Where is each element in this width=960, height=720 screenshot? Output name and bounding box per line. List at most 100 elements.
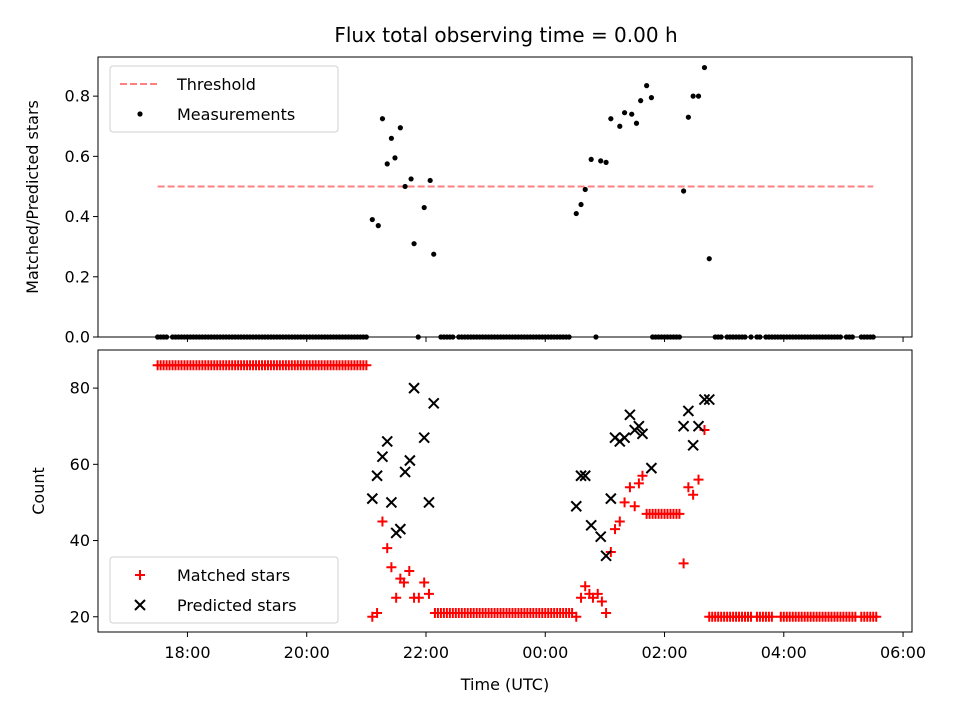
measurement-point: [588, 156, 594, 162]
measurement-point: [375, 223, 381, 229]
y-tick-label: 0.0: [65, 328, 90, 347]
legend-label: Predicted stars: [177, 596, 297, 615]
predicted-star-marker: [585, 519, 597, 532]
legend-predicted-swatch: [134, 599, 146, 611]
measurement-point: [706, 256, 712, 262]
predicted-star-marker: [579, 470, 591, 482]
predicted-star-marker: [399, 466, 411, 478]
x-axis-label: Time (UTC): [460, 675, 549, 694]
predicted-star-marker: [636, 428, 649, 440]
matched-star-marker: [377, 516, 388, 527]
predicted-star-marker: [624, 409, 636, 421]
y-tick-label: 80: [70, 379, 90, 398]
predicted-star-marker: [682, 405, 695, 417]
measurement-point: [408, 176, 414, 182]
matched-star-marker: [576, 592, 587, 603]
measurement-point: [582, 186, 588, 193]
legend-box: [109, 65, 339, 133]
y-axis-label: Matched/Predicted stars: [23, 100, 42, 294]
predicted-star-marker: [428, 397, 440, 410]
matched-star-marker: [766, 611, 777, 622]
measurement-point: [384, 161, 390, 167]
chart-title: Flux total observing time = 0.00 h: [334, 23, 677, 47]
matched-star-marker: [413, 592, 424, 603]
measurement-point: [573, 210, 579, 217]
matched-star-marker: [610, 524, 621, 535]
predicted-star-marker: [605, 492, 617, 505]
y-axis-label: Count: [29, 467, 48, 515]
y-tick-label: 0.8: [65, 87, 90, 106]
matched-star-marker: [871, 611, 882, 622]
matched-star-marker: [624, 482, 635, 493]
matched-star-marker: [614, 516, 625, 527]
predicted-star-marker: [385, 496, 398, 509]
predicted-star-marker: [408, 382, 420, 394]
predicted-star-marker: [418, 431, 430, 444]
measurement-point: [397, 125, 403, 131]
measurement-point: [411, 241, 417, 247]
measurement-point: [629, 111, 635, 117]
measurement-point: [690, 93, 696, 99]
measurement-point: [427, 177, 433, 184]
matched-star-marker: [688, 489, 699, 500]
matched-star-marker: [619, 497, 630, 508]
measurement-point: [388, 135, 394, 141]
predicted-star-marker: [618, 431, 631, 444]
x-tick-label: 00:00: [522, 643, 568, 662]
predicted-star-marker: [692, 420, 705, 432]
matched-star-marker: [580, 581, 591, 592]
y-tick-label: 60: [70, 455, 90, 474]
measurement-point: [431, 251, 437, 257]
matched-star-marker: [678, 558, 689, 569]
measurement-point: [621, 110, 628, 116]
predicted-star-marker: [371, 470, 383, 482]
measurement-point: [392, 155, 398, 161]
x-tick-label: 02:00: [641, 643, 687, 662]
matched-star-marker: [637, 470, 648, 481]
predicted-star-marker: [570, 500, 582, 512]
matched-star-marker: [629, 501, 640, 512]
matched-star-marker: [391, 592, 402, 603]
matched-star-marker: [361, 360, 372, 371]
plot-frame: [97, 349, 913, 633]
x-tick-label: 04:00: [761, 643, 807, 662]
predicted-star-marker: [703, 393, 715, 406]
matched-star-marker: [386, 562, 397, 573]
matched-star-marker: [398, 577, 409, 588]
predicted-star-marker: [595, 531, 607, 543]
matched-star-marker: [419, 577, 430, 588]
matched-star-marker: [601, 607, 612, 618]
matched-star-marker: [693, 474, 704, 485]
x-tick-label: 06:00: [880, 643, 926, 662]
measurement-point: [402, 183, 408, 190]
matched-star-marker: [423, 588, 434, 599]
x-tick-label: 22:00: [403, 643, 449, 662]
measurement-point: [644, 83, 650, 89]
matched-star-marker: [683, 482, 694, 493]
predicted-star-marker: [633, 420, 645, 432]
measurement-point: [421, 204, 427, 211]
legend-measurement-swatch: [137, 111, 143, 117]
y-tick-label: 0.6: [65, 147, 90, 166]
predicted-star-marker: [645, 462, 658, 474]
measurement-point: [685, 114, 691, 120]
predicted-star-marker: [698, 393, 711, 406]
predicted-star-marker: [404, 454, 416, 467]
matched-star-marker: [674, 508, 685, 519]
predicted-star-marker: [600, 550, 612, 562]
measurement-point: [608, 116, 614, 122]
bottom-panel: 20 40 60 80 18:00 20:00 22:00 00:00 02:00 04:00 06…: [29, 349, 926, 694]
matched-star-marker: [372, 607, 383, 618]
measurement-point: [369, 216, 375, 223]
x-tick-label: 20:00: [284, 643, 330, 662]
matched-star-marker: [571, 611, 582, 622]
predicted-star-marker: [687, 439, 699, 451]
y-tick-label: 40: [70, 531, 90, 550]
measurement-point: [648, 95, 655, 101]
x-tick-label: 18:00: [164, 643, 210, 662]
measurement-point: [603, 159, 609, 165]
measurement-point: [695, 93, 702, 99]
legend-box: [109, 556, 339, 624]
measurement-point: [681, 188, 687, 194]
